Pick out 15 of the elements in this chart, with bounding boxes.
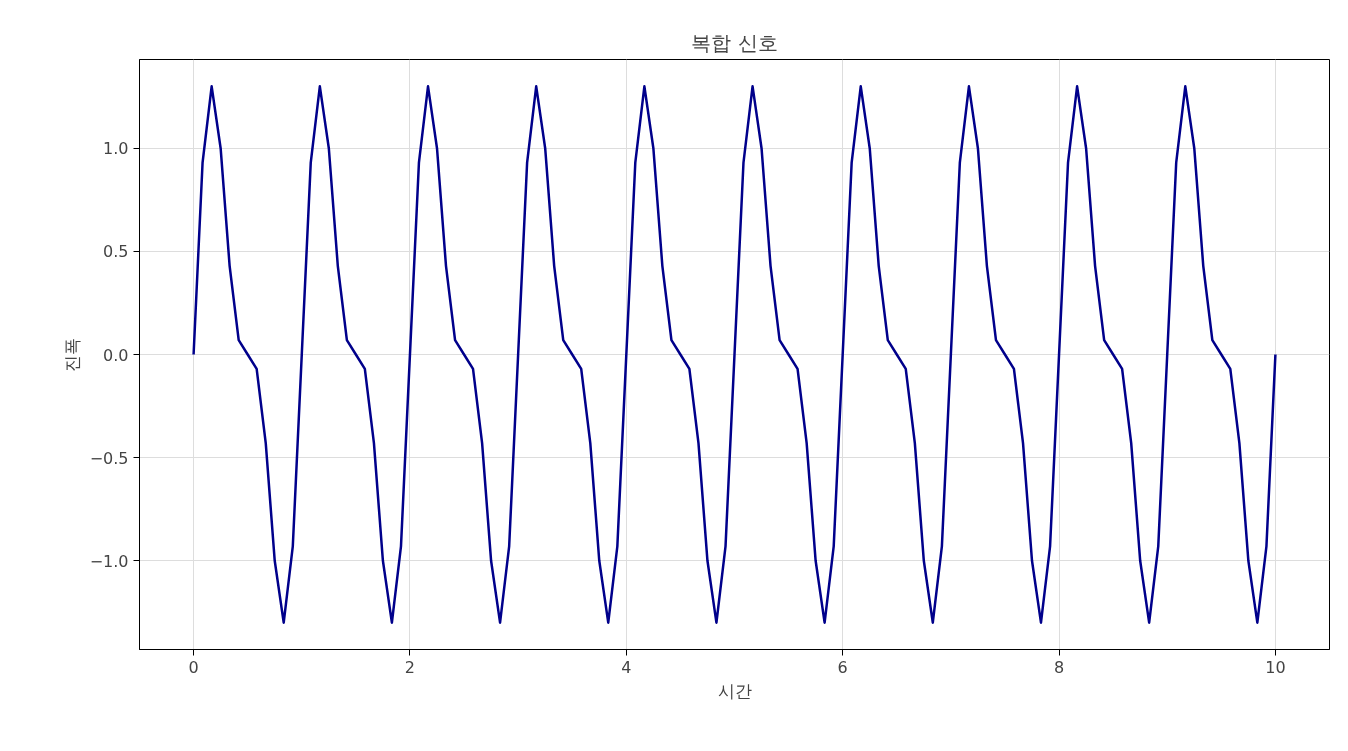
y-tick-label: −1.0 [89, 551, 129, 571]
x-tick-label: 10 [1265, 657, 1286, 677]
x-tick-label: 2 [404, 657, 416, 677]
y-tick-label: 0.0 [103, 345, 129, 365]
line-series [192, 85, 1277, 624]
y-axis-title: 진폭 [61, 337, 82, 372]
x-tick-label: 6 [837, 657, 848, 677]
x-axis-title: 시간 [717, 680, 752, 701]
y-tick-label: 1.0 [103, 139, 129, 159]
x-tick-label: 4 [621, 657, 632, 677]
chart-title: 복합 신호 [691, 30, 778, 55]
x-tick-label: 0 [188, 657, 199, 677]
y-tick-label: 0.5 [103, 242, 129, 262]
x-tick-label: 8 [1053, 657, 1065, 677]
y-tick-label: −0.5 [89, 448, 129, 468]
